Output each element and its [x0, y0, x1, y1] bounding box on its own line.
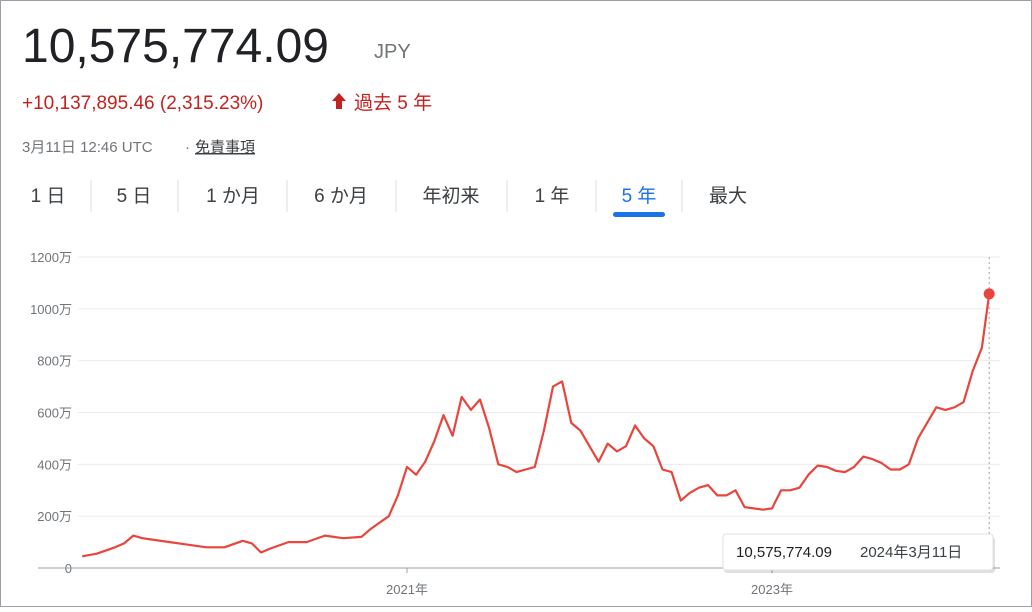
tab-selected[interactable]: 5 年	[622, 185, 657, 207]
up-arrow	[332, 93, 346, 109]
timestamp: 3月11日 12:46 UTC	[22, 139, 153, 156]
currency: JPY	[374, 41, 411, 63]
price-line	[82, 293, 991, 558]
tab[interactable]: 1 年	[535, 185, 570, 207]
tab[interactable]: 1 か月	[206, 186, 260, 207]
price: 10,575,774.09	[22, 20, 329, 73]
x-tick-label: 2021年	[386, 582, 428, 597]
separator: ·	[185, 139, 190, 156]
y-tick-label: 200万	[37, 509, 72, 524]
chart: 0200万400万600万800万1000万1200万2021年2023年10,…	[30, 250, 1000, 597]
y-tick-label: 400万	[37, 457, 72, 472]
tab-indicator	[613, 212, 665, 217]
tab[interactable]: 1 日	[31, 186, 66, 207]
period: 過去 5 年	[354, 92, 432, 114]
tab[interactable]: 最大	[709, 185, 747, 207]
tooltip-date: 2024年3月11日	[860, 544, 962, 561]
tab[interactable]: 年初来	[422, 185, 479, 207]
disclaimer-link[interactable]: 免責事項	[195, 139, 255, 156]
y-tick-label: 600万	[37, 406, 72, 421]
tab[interactable]: 6 か月	[314, 186, 368, 207]
tooltip-value: 10,575,774.09	[736, 544, 832, 561]
range-tabs: 1 日 5 日 1 か月 6 か月 年初来 1 年 5 年 最大	[31, 180, 747, 217]
y-tick-label: 800万	[37, 354, 72, 369]
tab[interactable]: 5 日	[117, 186, 152, 207]
y-tick-label: 1000万	[30, 302, 72, 317]
change: +10,137,895.46 (2,315.23%)	[22, 93, 263, 114]
tooltip	[722, 533, 994, 571]
x-tick-label: 2023年	[751, 582, 793, 597]
y-tick-label: 1200万	[30, 250, 72, 265]
last-point	[983, 288, 995, 300]
